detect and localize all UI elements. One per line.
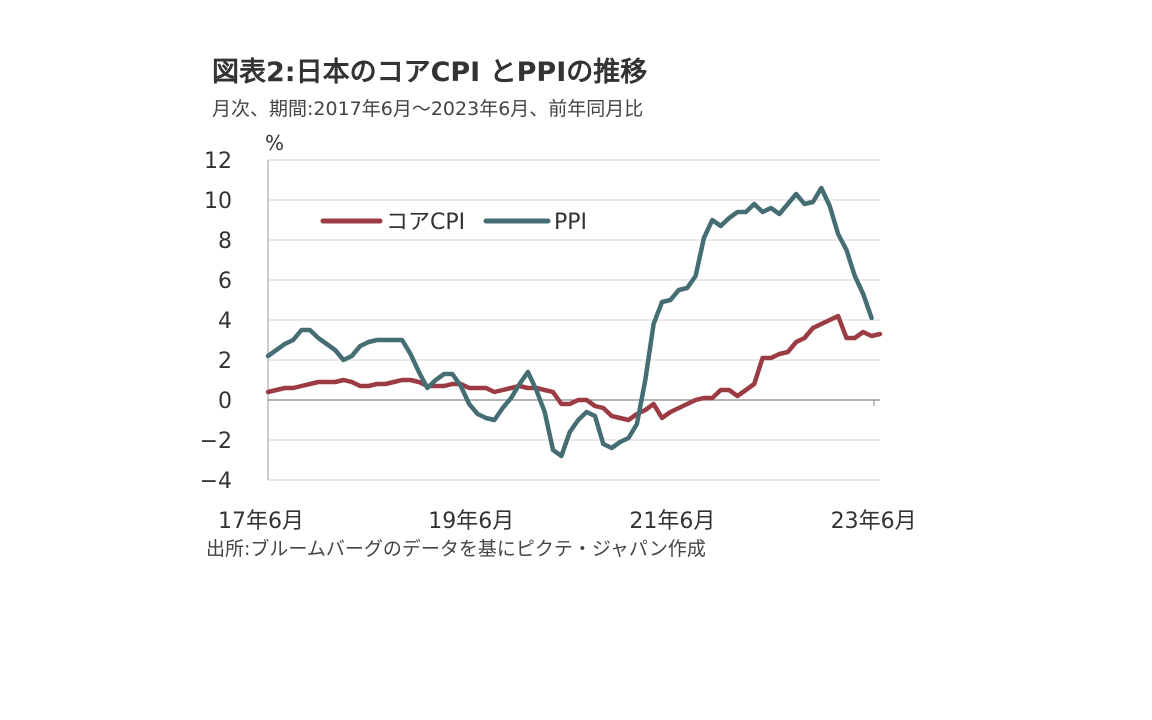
y-tick-label: 12: [204, 149, 232, 174]
y-tick-label: 2: [218, 349, 232, 374]
source-note: 出所:ブルームバーグのデータを基にピクテ・ジャパン作成: [206, 538, 706, 560]
series-layer: [265, 185, 883, 459]
x-tick-label: 21年6月: [629, 509, 715, 534]
x-tick-label: 19年6月: [428, 509, 514, 534]
y-tick-label: 10: [204, 189, 232, 214]
y-tick-label: −4: [200, 469, 232, 494]
series-line-core-cpi: [265, 313, 883, 423]
axis-layer: −4 −2 0 2 4 6 8 10 12% 17年6月 19年6月 21年6月 23年6月: [200, 131, 917, 534]
chart-subtitle: 月次、期間:2017年6月～2023年6月、前年同月比: [212, 98, 644, 120]
legend-layer: コアCPI PPI: [320, 210, 587, 235]
legend-core-cpi-label: コアCPI: [386, 210, 465, 235]
legend-ppi-label: PPI: [554, 210, 587, 235]
chart-title: 図表2:日本のコアCPI とPPIの推移: [212, 57, 648, 88]
y-tick-label: 4: [218, 309, 232, 334]
x-tick-label: 17年6月: [218, 509, 304, 534]
grid-layer: [268, 159, 880, 481]
y-tick-label: −2: [200, 429, 232, 454]
series-line-ppi: [265, 185, 874, 459]
y-tick-label: 8: [218, 229, 232, 254]
x-tick-label: 23年6月: [831, 509, 917, 534]
y-tick-label: 0: [218, 389, 232, 414]
y-axis-unit-label: %: [265, 131, 284, 155]
y-tick-label: 6: [218, 269, 232, 294]
